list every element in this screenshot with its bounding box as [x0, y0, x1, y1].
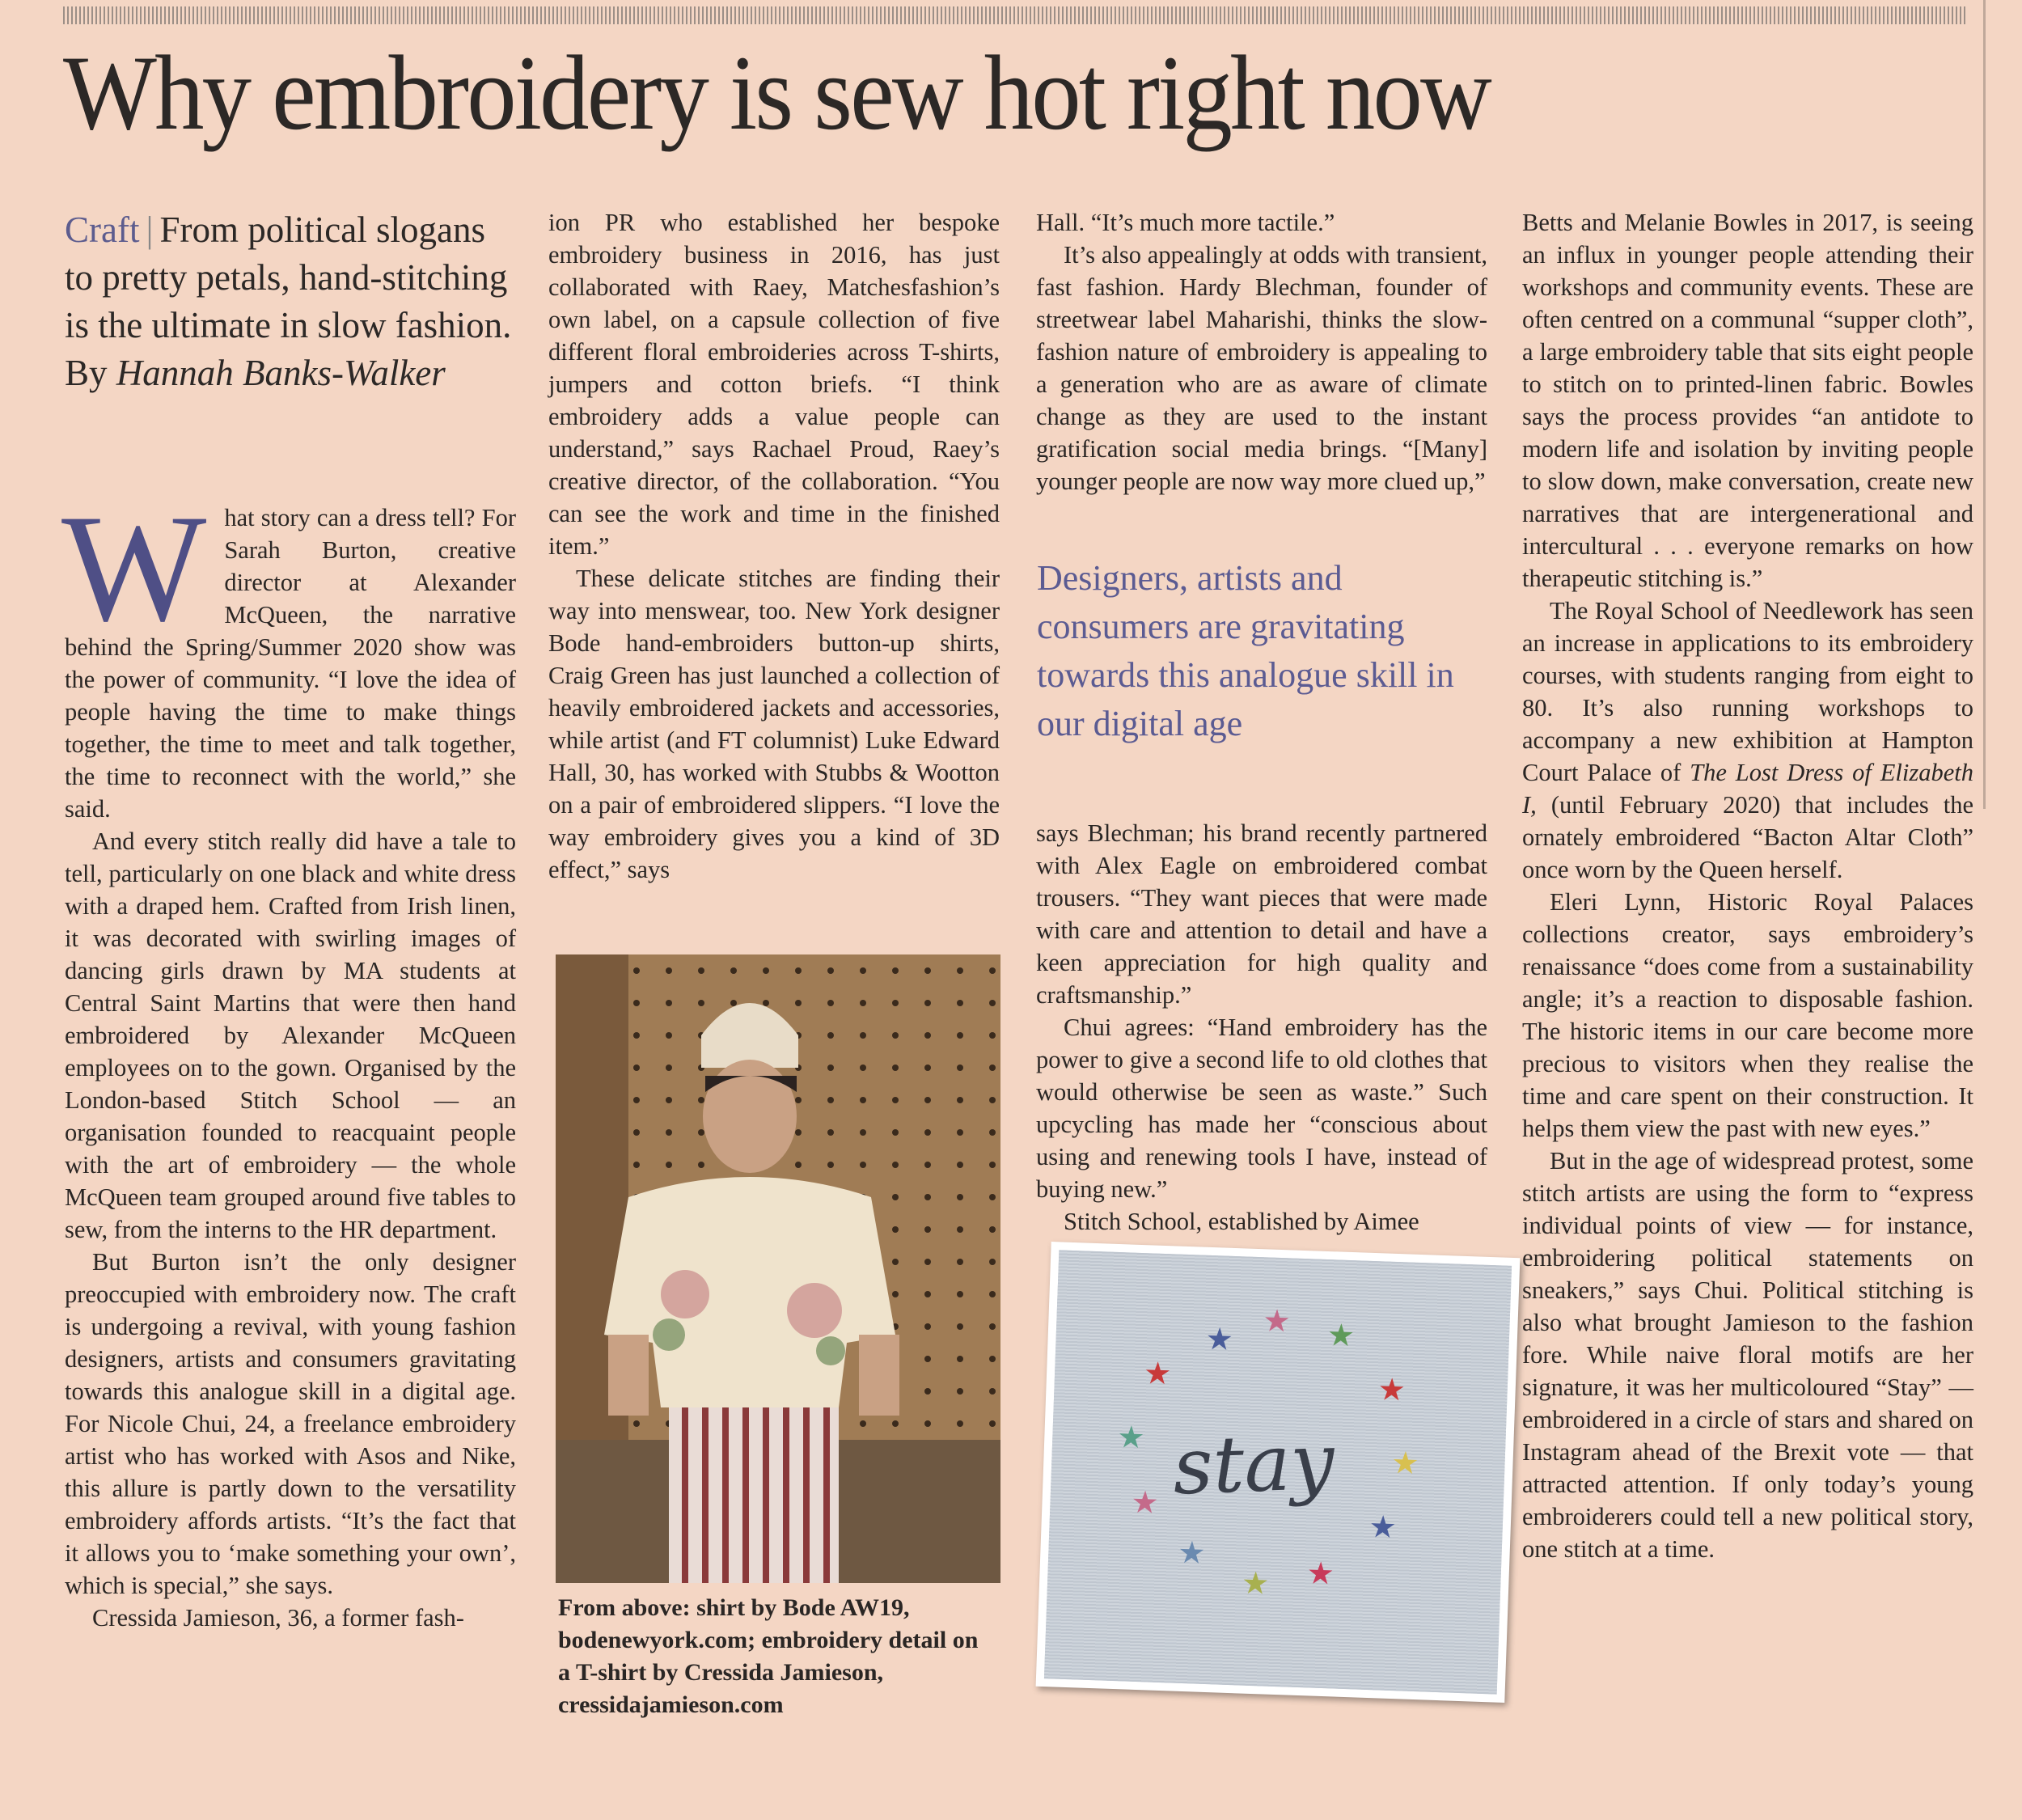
photo-bode-shirt: [556, 954, 1000, 1583]
paragraph: Betts and Melanie Bowles in 2017, is see…: [1522, 209, 1973, 592]
standfirst-text: From political slogans to pretty petals,…: [65, 210, 512, 345]
star-icon: ★: [1130, 1485, 1160, 1521]
paragraph: It’s also appealingly at odds with trans…: [1036, 241, 1487, 495]
model-photo-illustration: [556, 954, 1000, 1583]
photo-caption: From above: shirt by Bode AW19, bodenewy…: [558, 1594, 979, 1718]
column-edge-rule: [1983, 0, 1986, 809]
exhibition-title: The Lost Dress of Elizabeth I,: [1522, 759, 1974, 819]
star-icon: ★: [1143, 1357, 1172, 1392]
paragraph: Eleri Lynn, Historic Royal Palaces colle…: [1522, 888, 1973, 1142]
paragraph: ion PR who established her bespoke embro…: [548, 209, 1000, 560]
paragraph: Cressida Jamieson, 36, a former fash-: [92, 1604, 464, 1632]
paragraph: Hall. “It’s much more tactile.”: [1036, 209, 1335, 236]
paragraph: Stitch School, established by Aimee: [1064, 1208, 1419, 1235]
column-3-continued: says Blechman; his brand recently partne…: [1036, 817, 1487, 1238]
column-3: Hall. “It’s much more tactile.” It’s als…: [1036, 206, 1487, 497]
star-icon: ★: [1204, 1322, 1234, 1357]
paragraph: But Burton isn’t the only designer preoc…: [65, 1248, 516, 1599]
embroidered-word: stay: [1171, 1416, 1336, 1513]
column-2: ion PR who established her bespoke embro…: [548, 206, 1000, 886]
photo-stay-embroidery: ★ ★ ★ ★ ★ ★ ★ ★ ★ ★ ★ ★ stay: [1035, 1242, 1521, 1703]
byline-author: Hannah Banks-Walker: [116, 353, 446, 393]
star-icon: ★: [1305, 1556, 1335, 1592]
star-icon: ★: [1390, 1445, 1420, 1482]
headline: Why embroidery is sew hot right now: [63, 33, 1492, 152]
column-4: Betts and Melanie Bowles in 2017, is see…: [1522, 206, 1973, 1565]
star-icon: ★: [1262, 1304, 1292, 1340]
paragraph: And every stitch really did have a tale …: [65, 827, 516, 1243]
star-icon: ★: [1377, 1373, 1407, 1408]
byline-prefix: By: [65, 353, 108, 393]
star-icon: ★: [1326, 1318, 1356, 1354]
pull-quote: Designers, artists and consumers are gra…: [1037, 558, 1454, 743]
paragraph: But in the age of widespread protest, so…: [1522, 1147, 1973, 1563]
star-icon: ★: [1241, 1566, 1270, 1602]
section-kicker: Craft: [65, 210, 140, 250]
paragraph: says Blechman; his brand recently partne…: [1036, 819, 1487, 1009]
drop-cap: W: [61, 484, 207, 654]
top-rule: [63, 6, 1965, 24]
embroidered-fabric: ★ ★ ★ ★ ★ ★ ★ ★ ★ ★ ★ ★ stay: [1043, 1250, 1512, 1695]
star-icon: ★: [1368, 1509, 1398, 1546]
star-icon: ★: [1116, 1420, 1146, 1456]
paragraph: The Royal School of Needlework has seen …: [1522, 597, 1974, 883]
kicker-separator: |: [146, 210, 154, 250]
paragraph: Chui agrees: “Hand embroidery has the po…: [1036, 1014, 1487, 1203]
standfirst: Craft | From political slogans to pretty p…: [65, 206, 518, 397]
star-icon: ★: [1177, 1535, 1207, 1571]
paragraph: These delicate stitches are finding thei…: [548, 565, 1000, 883]
